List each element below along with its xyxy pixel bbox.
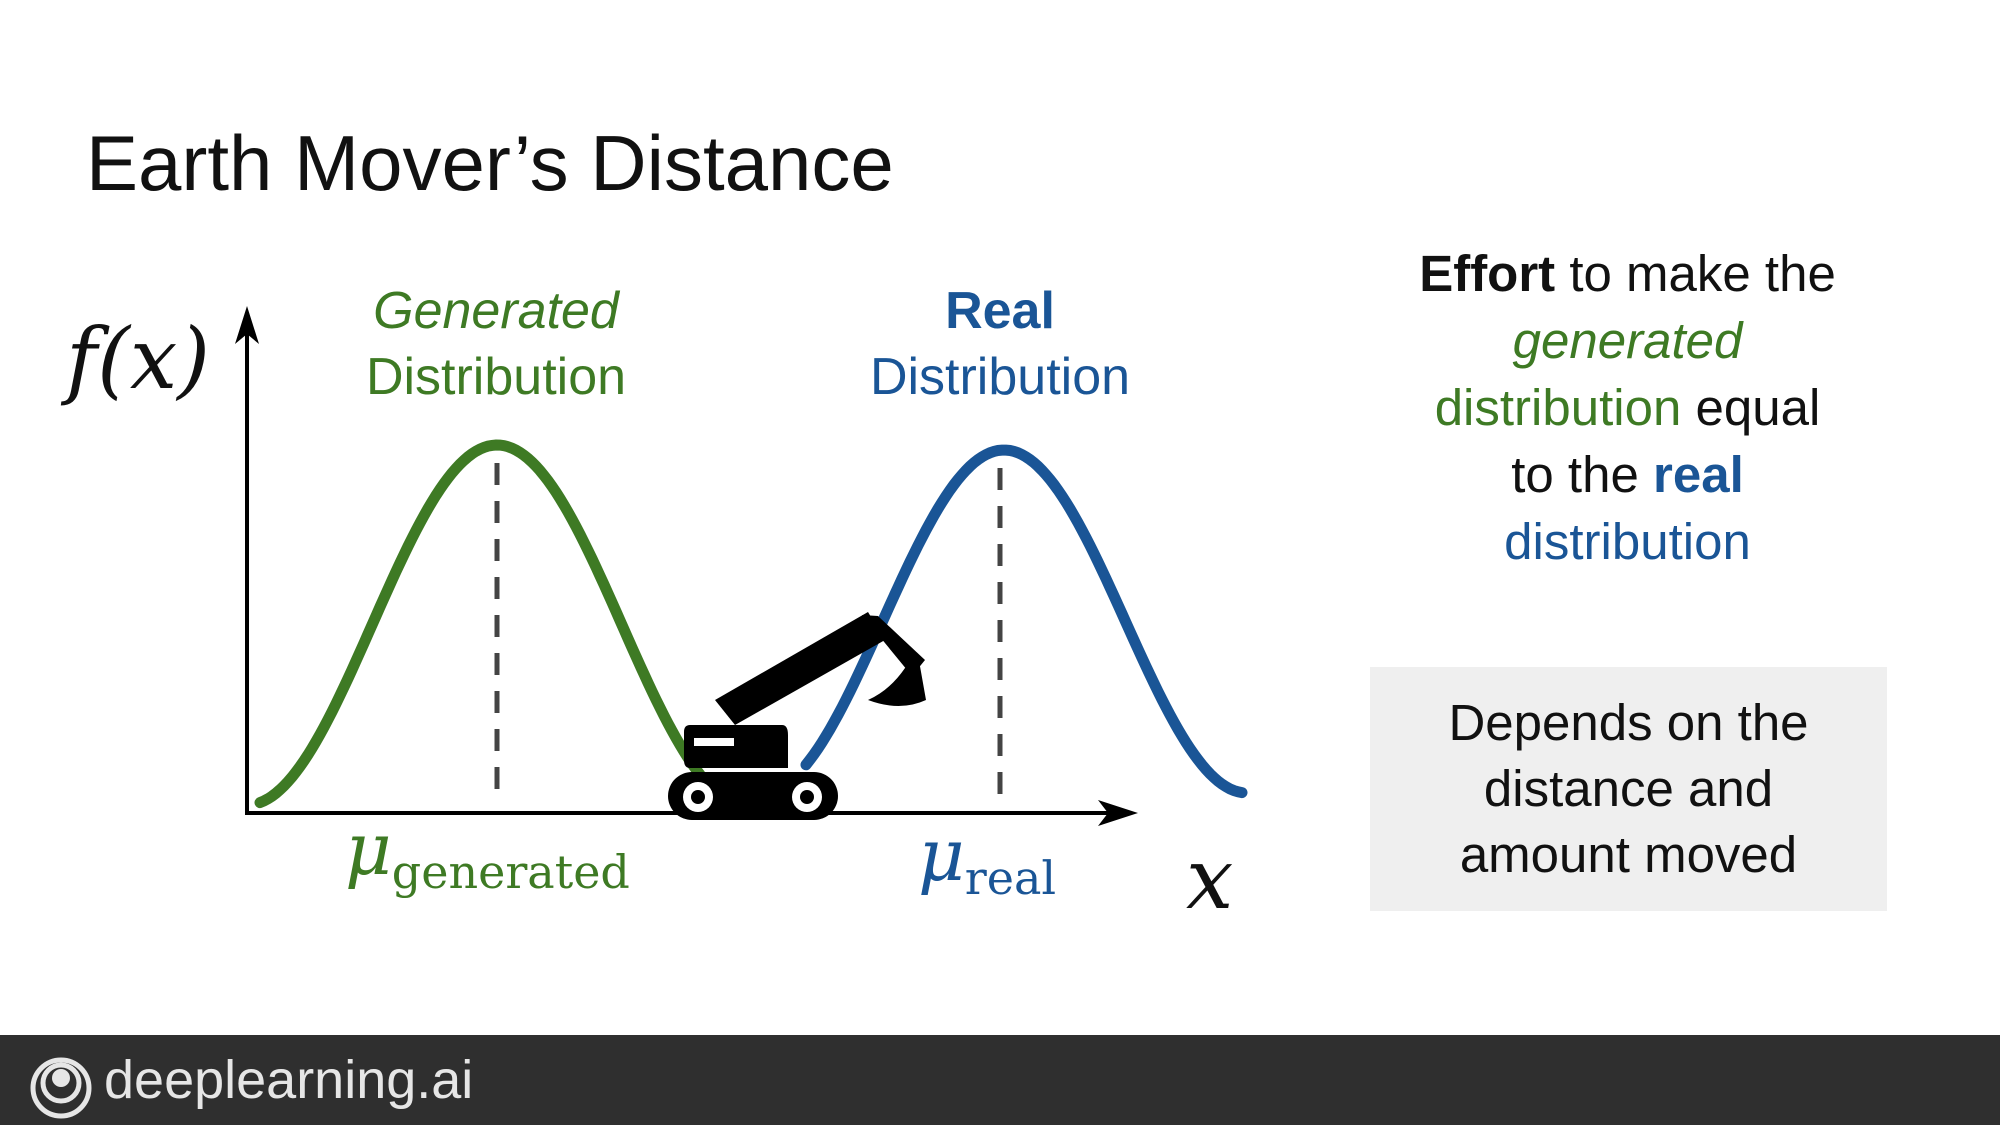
generated-label-line2: Distribution — [365, 348, 627, 406]
generated-mu-subscript: generated — [392, 845, 630, 899]
effort-to-make-the: to make the — [1555, 245, 1836, 302]
real-mu-symbol: μ — [918, 813, 965, 897]
generated-mean-label: μgenerated — [345, 807, 630, 899]
real-label-line2: Distribution — [869, 348, 1131, 406]
effort-generated-word: generated — [1512, 312, 1743, 369]
effort-equal: equal — [1681, 379, 1821, 436]
effort-to-the: to the — [1511, 446, 1654, 503]
generated-label-line1: Generated — [373, 282, 619, 340]
footer-bar: deeplearning.ai — [0, 1035, 2000, 1125]
excavator-icon — [668, 612, 926, 820]
generated-mu-symbol: μ — [345, 807, 392, 891]
real-label-line1: Real — [945, 282, 1055, 340]
effort-distribution-blue: distribution — [1504, 513, 1751, 570]
emd-diagram: f(x) x μgenerated μreal — [60, 306, 1248, 928]
effort-word: Effort — [1419, 245, 1556, 302]
note-box: Depends on the distance and amount moved — [1370, 667, 1887, 911]
effort-description: Effort to make the generated distributio… — [1370, 240, 1885, 575]
generated-distribution-label: Generated Distribution — [286, 278, 706, 410]
real-mu-subscript: real — [965, 851, 1056, 905]
note-text: Depends on the distance and amount moved — [1448, 694, 1809, 883]
x-axis-label: x — [1186, 830, 1233, 928]
y-axis-arrowhead — [235, 306, 259, 344]
footer-brand: deeplearning.ai — [104, 1050, 474, 1110]
effort-real-word: real — [1653, 446, 1744, 503]
deeplearning-logo-icon — [30, 1057, 92, 1119]
generated-curve — [254, 439, 706, 809]
effort-distribution-green: distribution — [1434, 379, 1682, 436]
real-distribution-label: Real Distribution — [790, 278, 1210, 410]
slide-title: Earth Mover’s Distance — [86, 119, 894, 207]
x-axis-arrowhead — [1098, 800, 1138, 826]
real-mean-label: μreal — [918, 813, 1056, 905]
y-axis-label: f(x) — [60, 310, 210, 408]
